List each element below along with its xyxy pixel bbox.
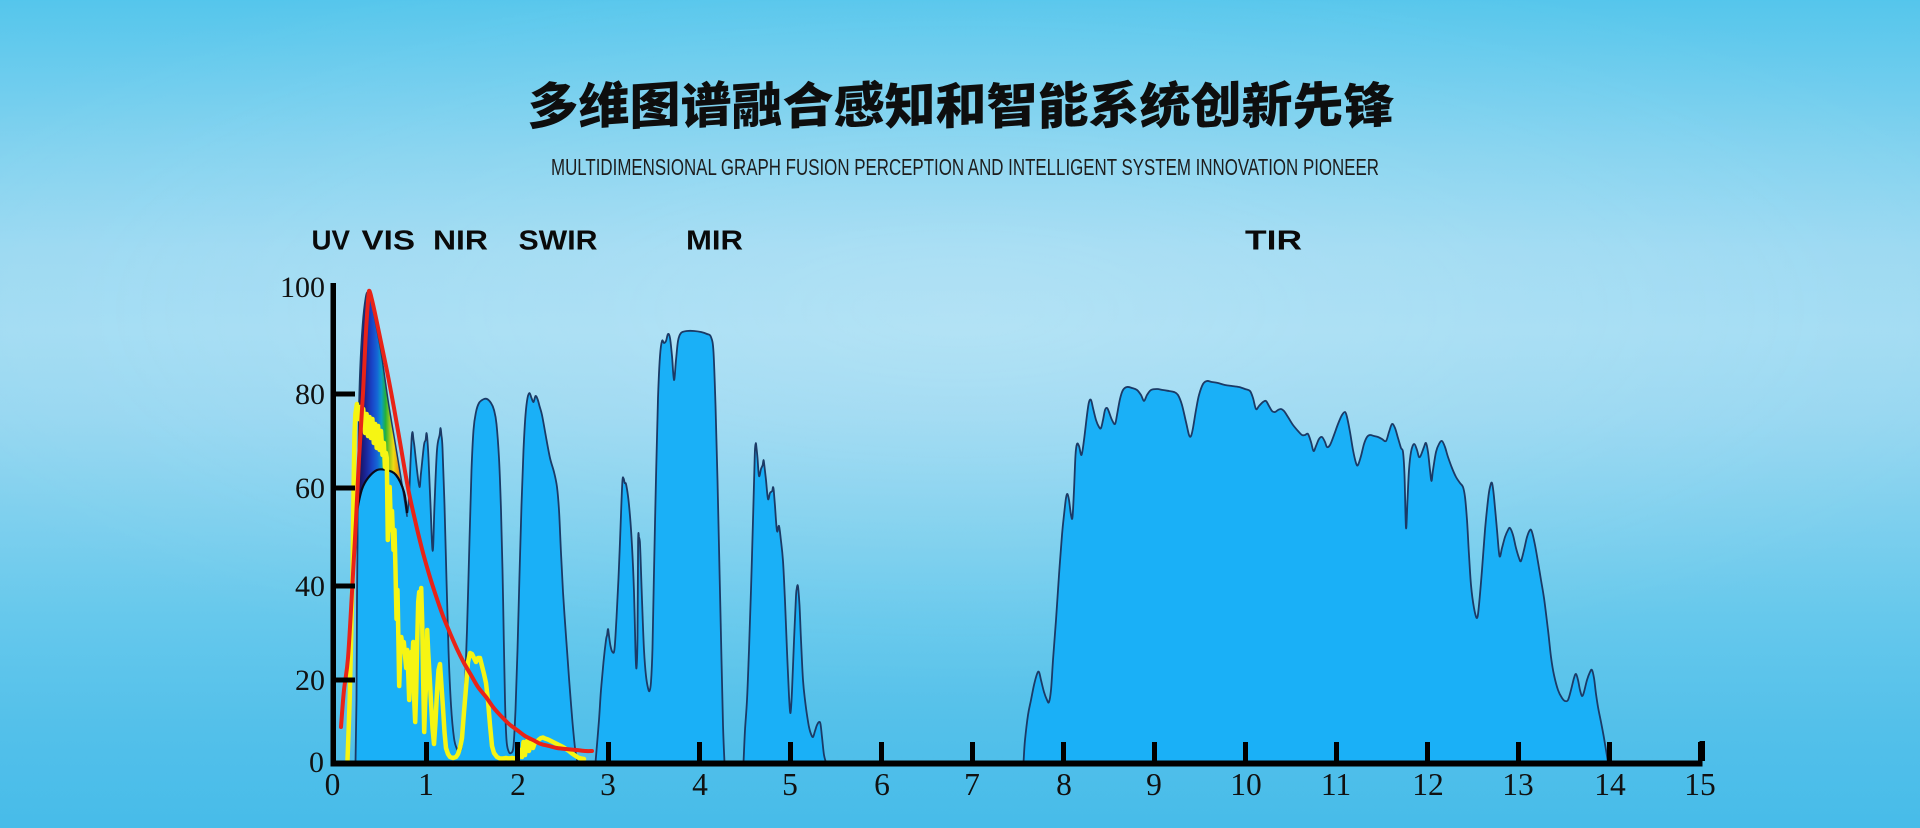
svg-text:VIS: VIS (362, 225, 416, 256)
svg-text:8: 8 (1056, 767, 1072, 802)
svg-text:60: 60 (295, 472, 325, 505)
svg-text:15: 15 (1684, 767, 1716, 802)
svg-text:5: 5 (782, 767, 798, 802)
svg-text:80: 80 (295, 378, 325, 411)
svg-text:20: 20 (295, 664, 325, 697)
svg-text:4: 4 (692, 767, 708, 802)
svg-text:11: 11 (1321, 767, 1351, 802)
svg-text:NIR: NIR (433, 225, 488, 256)
svg-text:1: 1 (418, 767, 434, 802)
svg-text:SWIR: SWIR (519, 225, 598, 256)
svg-text:0: 0 (325, 767, 341, 802)
svg-text:6: 6 (874, 767, 890, 802)
svg-text:10: 10 (1230, 767, 1262, 802)
svg-text:12: 12 (1412, 767, 1444, 802)
svg-text:40: 40 (295, 570, 325, 603)
svg-text:TIR: TIR (1245, 225, 1302, 256)
svg-text:MIR: MIR (686, 225, 743, 256)
svg-text:14: 14 (1594, 767, 1626, 802)
svg-text:0: 0 (309, 746, 324, 779)
svg-text:MULTIDIMENSIONAL GRAPH FUSION: MULTIDIMENSIONAL GRAPH FUSION PERCEPTION… (551, 154, 1379, 180)
svg-text:UV: UV (312, 225, 351, 256)
svg-text:2: 2 (510, 767, 526, 802)
svg-text:9: 9 (1146, 767, 1162, 802)
svg-text:3: 3 (600, 767, 616, 802)
svg-text:13: 13 (1502, 767, 1534, 802)
svg-text:7: 7 (964, 767, 980, 802)
svg-text:100: 100 (280, 271, 325, 304)
